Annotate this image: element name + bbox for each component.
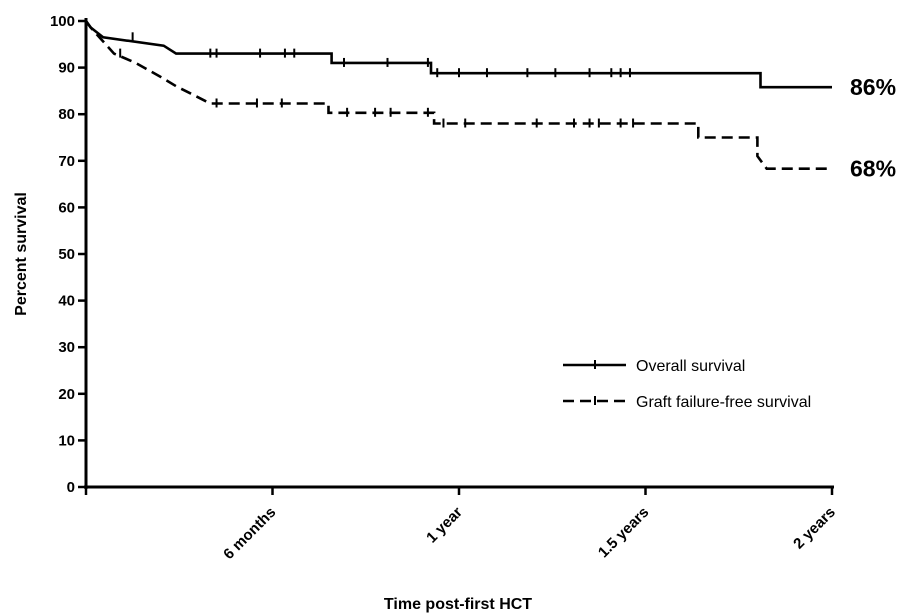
y-tick-label: 90 xyxy=(58,60,75,77)
x-axis-title: Time post-first HCT xyxy=(384,596,532,613)
end-label: 86% xyxy=(850,74,896,100)
y-tick-label: 40 xyxy=(58,293,75,310)
y-tick-label: 70 xyxy=(58,153,75,170)
y-tick-label: 0 xyxy=(67,479,75,496)
legend: Overall survival Graft failure-free survi… xyxy=(563,358,811,411)
x-tick-label: 2 years xyxy=(790,504,839,553)
y-tick-label: 80 xyxy=(58,106,75,123)
y-tick-label: 50 xyxy=(58,246,75,263)
x-tick-label: 1 year xyxy=(423,504,466,547)
series-group xyxy=(84,20,832,170)
y-axis: 0 10 20 30 40 50 60 70 80 90 100 xyxy=(50,13,88,496)
y-tick-label: 10 xyxy=(58,432,75,449)
x-tick-label: 6 months xyxy=(220,504,279,563)
legend-label: Graft failure-free survival xyxy=(636,394,811,411)
y-axis-title: Percent survival xyxy=(13,192,30,316)
series-line-overall xyxy=(84,20,832,89)
end-labels: 86% 68% xyxy=(850,74,896,182)
y-tick-label: 60 xyxy=(58,199,75,216)
x-tick-label: 1.5 years xyxy=(595,504,652,561)
series-line-graft-failure-free xyxy=(84,20,832,170)
legend-label: Overall survival xyxy=(636,358,745,375)
x-axis: 6 months 1 year 1.5 years 2 years xyxy=(84,485,839,563)
y-tick-label: 30 xyxy=(58,339,75,356)
y-tick-label: 100 xyxy=(50,13,75,30)
end-label: 68% xyxy=(850,156,896,182)
y-tick-label: 20 xyxy=(58,386,75,403)
